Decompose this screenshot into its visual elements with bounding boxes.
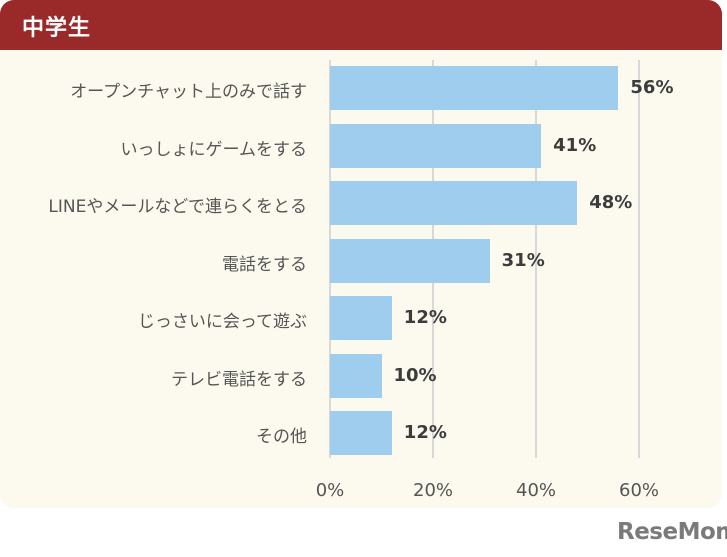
gridline bbox=[638, 60, 640, 458]
bar bbox=[330, 353, 382, 398]
category-label: じっさいに会って遊ぶ bbox=[137, 312, 307, 332]
bar bbox=[330, 123, 542, 168]
x-tick-label: 40% bbox=[515, 480, 557, 501]
bar bbox=[330, 296, 392, 340]
value-label: 56% bbox=[630, 77, 674, 98]
resemom-logo: ReseMom bbox=[617, 519, 727, 545]
value-label: 10% bbox=[393, 364, 437, 386]
x-tick-label: 20% bbox=[412, 480, 454, 501]
value-label: 31% bbox=[501, 249, 545, 271]
chart-header: 中学生 bbox=[0, 0, 722, 50]
plot-area: 56% 41% 48% 31% 12% 10% 12% bbox=[329, 60, 673, 458]
category-label: テレビ電話をする bbox=[171, 369, 307, 390]
value-label: 12% bbox=[403, 307, 447, 328]
category-label: オープンチャット上のみで話す bbox=[70, 82, 307, 102]
category-label: 電話をする bbox=[222, 254, 307, 275]
bar bbox=[330, 411, 392, 455]
value-label: 48% bbox=[589, 192, 633, 213]
category-label: いっしょにゲームをする bbox=[120, 139, 308, 160]
chart-title: 中学生 bbox=[22, 16, 92, 41]
value-label: 41% bbox=[553, 134, 597, 156]
category-label: その他 bbox=[256, 427, 307, 447]
bar bbox=[330, 181, 578, 225]
gridline bbox=[535, 60, 537, 458]
bar bbox=[330, 66, 619, 110]
x-tick-label: 0% bbox=[315, 480, 345, 501]
category-label: LINEやメールなどで連らくをとる bbox=[48, 197, 307, 217]
value-label: 12% bbox=[403, 422, 447, 443]
x-tick-label: 60% bbox=[618, 480, 660, 501]
bar bbox=[330, 238, 490, 283]
